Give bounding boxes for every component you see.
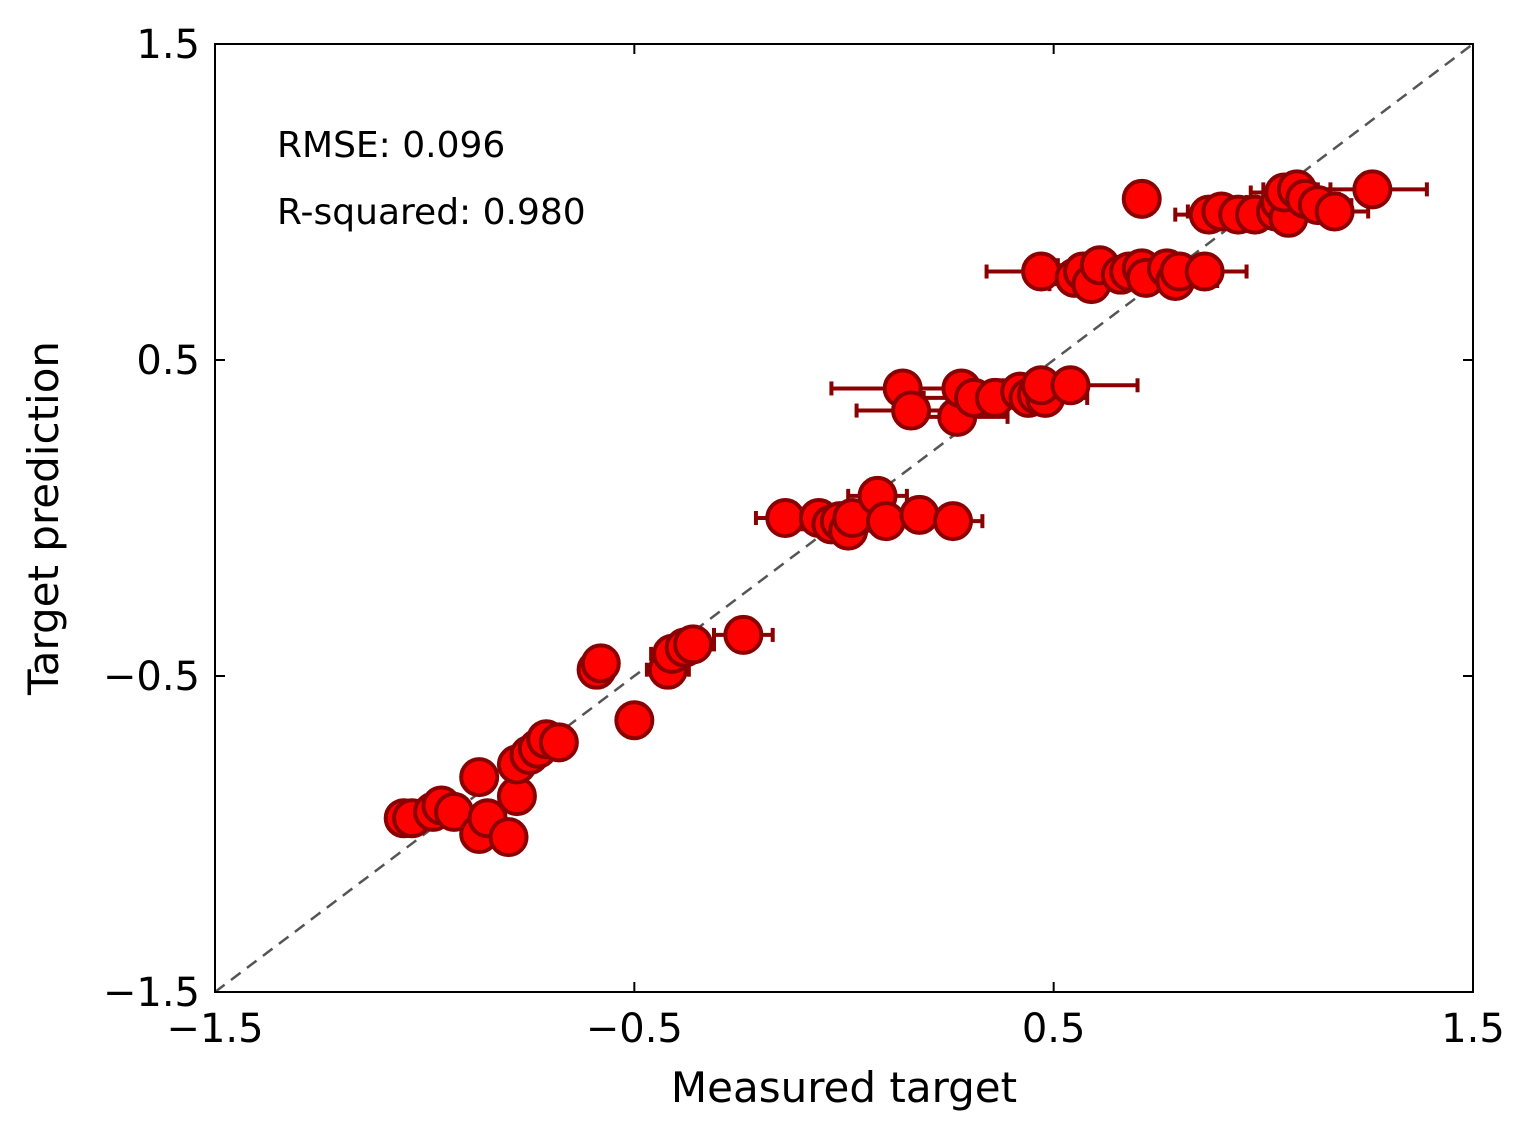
data-marks [214, 43, 1474, 993]
y-tick-label: 1.5 [136, 22, 200, 68]
data-point [1050, 365, 1091, 406]
y-axis-label: Target prediction [19, 341, 68, 696]
data-point [1352, 169, 1393, 210]
data-point [1021, 251, 1062, 292]
y-tick-label: −0.5 [103, 654, 200, 700]
data-point [580, 643, 621, 684]
data-point [614, 700, 655, 741]
data-point [488, 817, 529, 858]
data-point [1184, 251, 1225, 292]
data-point [1121, 178, 1162, 219]
data-point [865, 501, 906, 542]
plot-frame [214, 43, 1474, 993]
data-point [459, 757, 500, 798]
x-tick-label: 1.5 [1441, 1006, 1505, 1052]
data-point [765, 498, 806, 538]
data-point [538, 722, 579, 763]
rmse-annotation: RMSE: 0.096 [277, 125, 505, 166]
data-point [673, 624, 714, 665]
r-squared-annotation: R-squared: 0.980 [277, 192, 586, 233]
data-point [891, 390, 932, 431]
y-tick-label: 0.5 [136, 338, 200, 384]
data-point [899, 494, 940, 535]
ticks: −1.5 −0.5 0.5 1.5 −1.5 −0.5 0.5 1.5 [103, 22, 1505, 1052]
data-point [933, 501, 974, 542]
x-tick-label: 0.5 [1022, 1006, 1086, 1052]
x-tick-label: −1.5 [166, 1006, 263, 1052]
data-point [1314, 191, 1355, 232]
x-tick-label: −0.5 [586, 1006, 683, 1052]
data-point [723, 614, 764, 655]
x-axis-label: Measured target [671, 1063, 1017, 1112]
y-tick-label: −1.5 [103, 970, 200, 1016]
